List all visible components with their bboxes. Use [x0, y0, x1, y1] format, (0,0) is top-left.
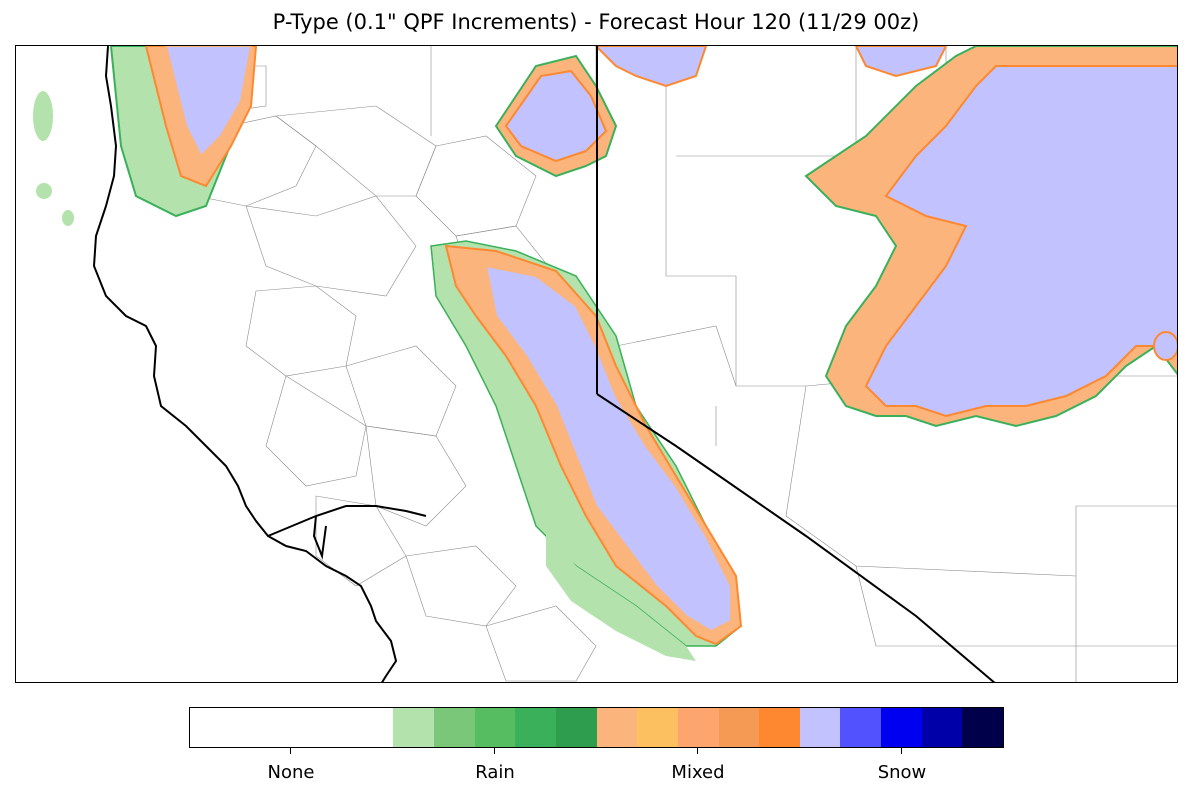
colorbar-swatch-snow-5	[962, 708, 1004, 747]
colorbar-swatch-rain-3	[474, 708, 516, 747]
tick-none	[290, 748, 291, 754]
colorbar-swatch-none	[190, 708, 394, 747]
tick-mixed	[697, 748, 698, 754]
colorbar-swatch-mixed-5	[759, 708, 800, 747]
label-mixed: Mixed	[671, 762, 725, 783]
chart-title: P-Type (0.1" QPF Increments) - Forecast …	[272, 10, 920, 34]
colorbar-swatch-snow-3	[881, 708, 922, 747]
state-line-ca-nv	[596, 393, 996, 682]
colorbar-swatch-mixed-1	[596, 708, 638, 747]
map-svg	[33, 46, 1177, 682]
colorbar-swatch-snow-2	[840, 708, 882, 747]
precip-areas	[33, 46, 1177, 661]
tick-rain	[494, 748, 495, 754]
label-rain: Rain	[475, 762, 515, 783]
map-panel	[15, 45, 1178, 683]
label-snow: Snow	[877, 762, 927, 783]
label-none: None	[267, 762, 315, 783]
colorbar-swatch-mixed-4	[718, 708, 760, 747]
colorbar-swatch-snow-4	[921, 708, 963, 747]
colorbar-swatch-snow-1	[799, 708, 841, 747]
tick-snow	[901, 748, 902, 754]
colorbar-swatch-mixed-2	[637, 708, 678, 747]
colorbar	[189, 707, 1004, 748]
colorbar-swatch-rain-1	[393, 708, 434, 747]
colorbar-swatch-rain-4	[515, 708, 556, 747]
colorbar-swatch-mixed-3	[677, 708, 719, 747]
coastline	[92, 46, 398, 682]
bay	[267, 505, 427, 560]
colorbar-swatch-rain-5	[555, 708, 597, 747]
colorbar-swatch-rain-2	[433, 708, 475, 747]
